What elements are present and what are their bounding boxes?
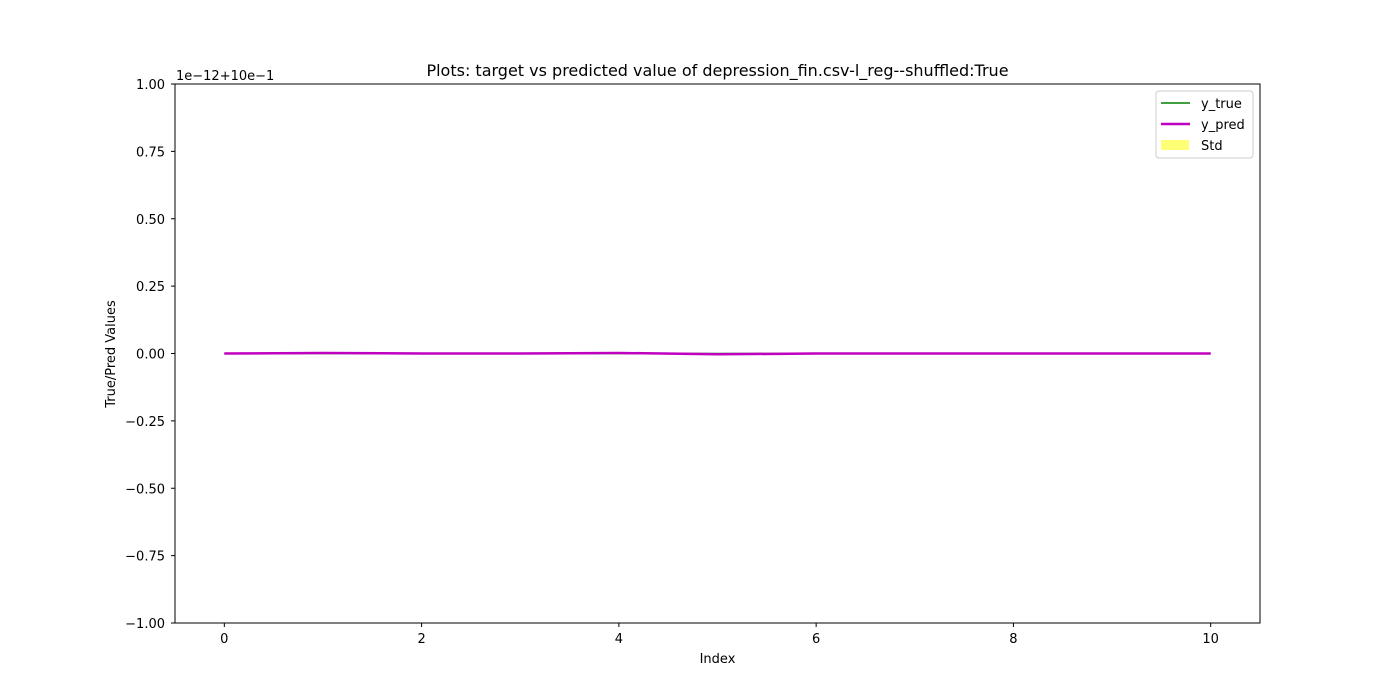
legend: y_true y_pred Std <box>1156 91 1253 158</box>
legend-y-true-label: y_true <box>1201 97 1242 112</box>
y-tick-label: 0.00 <box>136 348 165 363</box>
y-tick-label: 1.00 <box>136 78 165 93</box>
y-tick-label: 0.75 <box>136 145 165 160</box>
legend-y-pred-label: y_pred <box>1201 118 1245 133</box>
y-tick-label: −0.25 <box>125 415 165 430</box>
y-tick-label: −0.75 <box>125 550 165 565</box>
y-axis-label: True/Pred Values <box>104 300 119 409</box>
x-axis-label: Index <box>700 652 736 667</box>
x-tick-label: 4 <box>615 632 623 647</box>
y-tick-label: −1.00 <box>125 617 165 632</box>
x-tick-label: 10 <box>1202 632 1219 647</box>
x-tick-label: 8 <box>1009 632 1017 647</box>
x-tick-label: 0 <box>220 632 228 647</box>
chart-title: Plots: target vs predicted value of depr… <box>426 61 1008 81</box>
y-tick-label: −0.50 <box>125 482 165 497</box>
x-tick-label: 2 <box>417 632 425 647</box>
legend-std-swatch <box>1161 140 1189 150</box>
series-line-y-pred <box>224 353 1210 354</box>
y-tick-label: 0.25 <box>136 280 165 295</box>
y-axis-offset-text: 1e−12+10e−1 <box>176 69 274 84</box>
legend-std-label: Std <box>1201 139 1223 154</box>
y-tick-label: 0.50 <box>136 213 165 228</box>
x-tick-label: 6 <box>812 632 820 647</box>
